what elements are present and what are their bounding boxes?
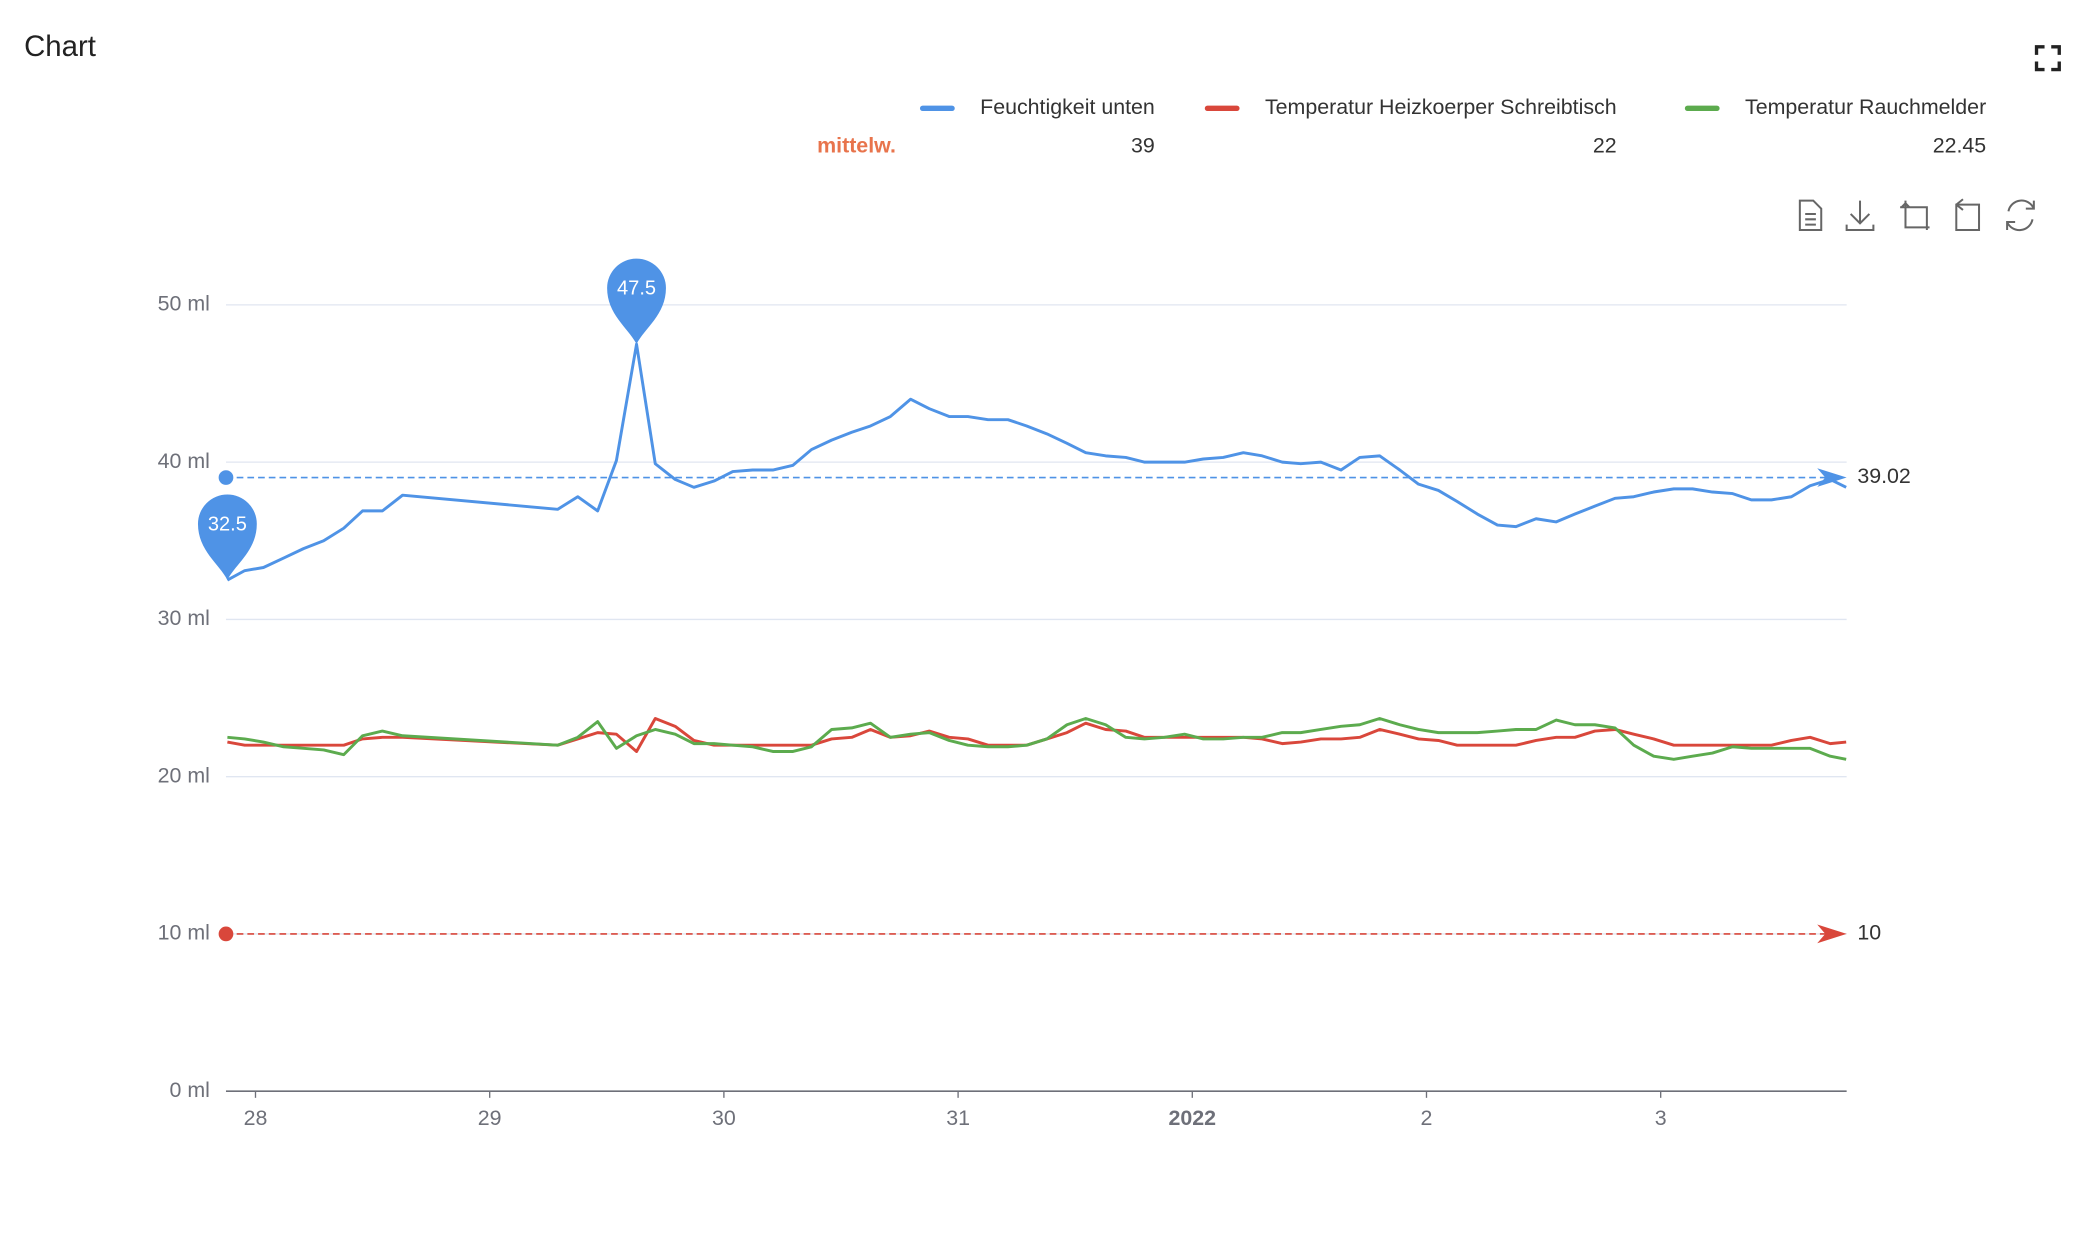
restore-icon[interactable]	[2006, 199, 2035, 232]
y-tick-label: 40 ml	[158, 449, 210, 473]
data-view-icon[interactable]	[1798, 199, 1823, 232]
y-tick-label: 30 ml	[158, 606, 210, 630]
mark-point-label: 47.5	[617, 278, 656, 300]
mark-line-arrow	[1817, 924, 1847, 944]
legend-mean: 22	[1593, 134, 1617, 158]
legend-label: Feuchtigkeit unten	[980, 95, 1155, 119]
legend-item[interactable]: Temperatur Rauchmelder	[1684, 95, 1987, 119]
series-line	[226, 342, 1847, 582]
series-line	[227, 716, 1847, 753]
mark-line-start	[218, 470, 234, 485]
legend-label: Temperatur Heizkoerper Schreibtisch	[1265, 95, 1617, 119]
legend-label: Temperatur Rauchmelder	[1745, 95, 1986, 119]
y-tick-label: 50 ml	[158, 292, 210, 316]
series-line	[227, 716, 1847, 761]
legend-item[interactable]: Feuchtigkeit unten	[919, 95, 1155, 119]
x-tick-label: 2022	[1169, 1106, 1217, 1130]
y-tick-label: 20 ml	[158, 763, 210, 787]
zoom-icon[interactable]	[1900, 200, 1930, 231]
mark-point	[197, 494, 257, 581]
mark-point	[607, 258, 666, 345]
x-tick-label: 30	[712, 1106, 736, 1130]
legend-item[interactable]: Temperatur Heizkoerper Schreibtisch	[1204, 95, 1617, 119]
y-tick-label: 10 ml	[158, 921, 210, 945]
mark-line-label: 10	[1857, 921, 1881, 945]
toolbox	[1798, 198, 2035, 232]
mark-line-start	[218, 926, 234, 942]
x-tick-label: 29	[478, 1106, 502, 1130]
mark-line-label: 39.02	[1857, 464, 1911, 488]
chart-title: Chart	[24, 30, 96, 63]
legend-mean: 22.45	[1933, 134, 1987, 158]
mark-point-label: 32.5	[208, 514, 247, 536]
x-tick-label: 2	[1421, 1106, 1433, 1130]
save-icon[interactable]	[1845, 200, 1875, 232]
fullscreen-button[interactable]	[2034, 45, 2061, 72]
x-tick-label: 3	[1655, 1106, 1667, 1130]
x-tick-label: 28	[244, 1106, 268, 1130]
fullscreen-icon	[2034, 45, 2061, 72]
mean-label: mittelw.	[817, 134, 896, 158]
x-tick-label: 31	[946, 1106, 970, 1130]
y-tick-label: 0 ml	[170, 1078, 210, 1102]
zoom-back-icon[interactable]	[1955, 198, 1981, 232]
legend-mean: 39	[1131, 134, 1155, 158]
